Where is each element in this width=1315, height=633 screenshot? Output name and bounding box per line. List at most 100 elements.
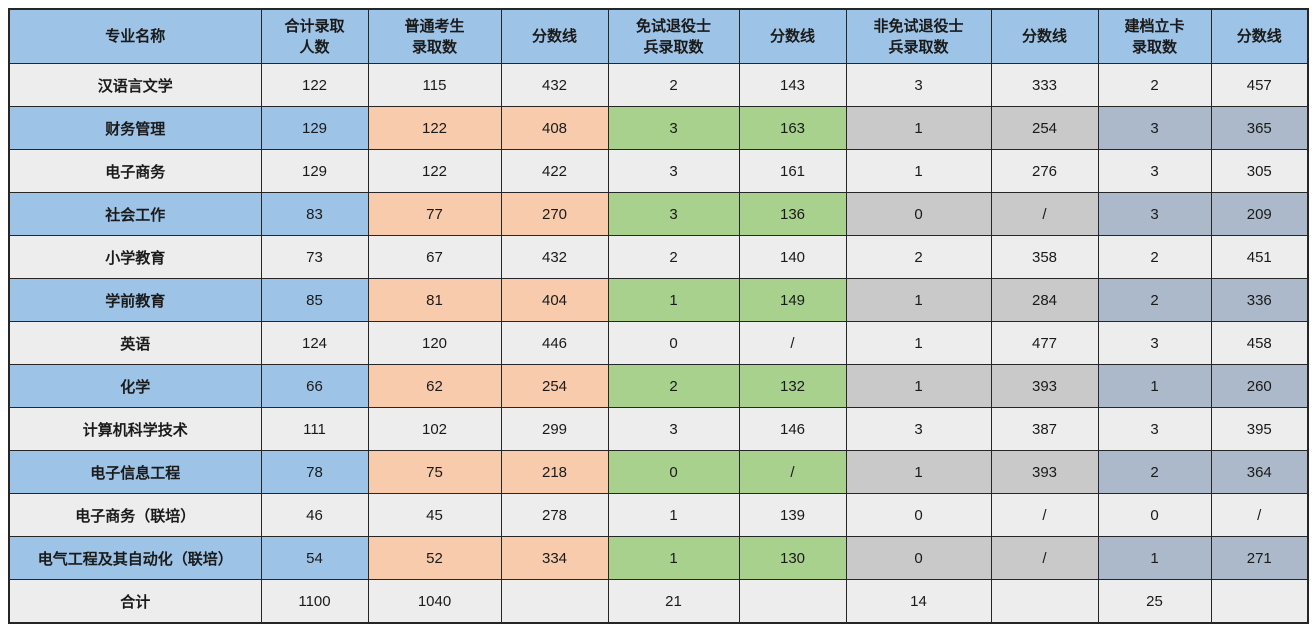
value-cell: 3 bbox=[1097, 192, 1212, 236]
value-cell: 3 bbox=[607, 106, 740, 150]
value-cell: 124 bbox=[260, 321, 369, 365]
admissions-table: 专业名称 合计录取 人数 普通考生 录取数 分数线 免试退役士 兵录取数 分数线… bbox=[8, 8, 1309, 624]
header-nonexempt-veteran: 非免试退役士 兵录取数 bbox=[845, 8, 992, 64]
header-score-line-1: 分数线 bbox=[500, 8, 609, 64]
value-cell: 132 bbox=[738, 364, 847, 408]
value-cell: 102 bbox=[367, 407, 502, 451]
value-cell: 52 bbox=[367, 536, 502, 580]
value-cell: 3 bbox=[1097, 149, 1212, 193]
header-score-line-2: 分数线 bbox=[738, 8, 847, 64]
value-cell: 120 bbox=[367, 321, 502, 365]
value-cell: 115 bbox=[367, 63, 502, 107]
value-cell: 218 bbox=[500, 450, 609, 494]
value-cell: 358 bbox=[990, 235, 1099, 279]
value-cell: 271 bbox=[1210, 536, 1309, 580]
value-cell: 1 bbox=[1097, 364, 1212, 408]
table-row: 社会工作 83 77 270 3 136 0/3 209 bbox=[8, 192, 1309, 236]
value-cell: 387 bbox=[990, 407, 1099, 451]
value-cell: 336 bbox=[1210, 278, 1309, 322]
header-score-line-3: 分数线 bbox=[990, 8, 1099, 64]
table-row: 小学教育 73 67 432 2 140 2 358 2 451 bbox=[8, 235, 1309, 279]
value-cell: 77 bbox=[367, 192, 502, 236]
value-cell: 83 bbox=[260, 192, 369, 236]
value-cell: 111 bbox=[260, 407, 369, 451]
value-cell: 146 bbox=[738, 407, 847, 451]
value-cell: 458 bbox=[1210, 321, 1309, 365]
major-name-cell: 学前教育 bbox=[8, 278, 262, 322]
header-major-name: 专业名称 bbox=[8, 8, 262, 64]
value-cell: 54 bbox=[260, 536, 369, 580]
value-cell: 2 bbox=[1097, 278, 1212, 322]
value-cell: 276 bbox=[990, 149, 1099, 193]
value-cell: 393 bbox=[990, 364, 1099, 408]
value-cell: 3 bbox=[1097, 106, 1212, 150]
table-body: 汉语言文学 122 115 432 2 143 3 333 2 457 财务管理 129 122 408 3… bbox=[8, 63, 1309, 624]
major-name-cell: 计算机科学技术 bbox=[8, 407, 262, 451]
value-cell: 432 bbox=[500, 235, 609, 279]
value-cell: 149 bbox=[738, 278, 847, 322]
value-cell: 3 bbox=[1097, 407, 1212, 451]
value-cell: / bbox=[990, 536, 1099, 580]
major-name-cell: 化学 bbox=[8, 364, 262, 408]
value-cell: 1 bbox=[607, 278, 740, 322]
value-cell: 14 bbox=[845, 579, 992, 624]
value-cell: 2 bbox=[607, 235, 740, 279]
value-cell: 3 bbox=[607, 192, 740, 236]
value-cell: 395 bbox=[1210, 407, 1309, 451]
value-cell: 2 bbox=[1097, 235, 1212, 279]
value-cell: 404 bbox=[500, 278, 609, 322]
value-cell: 3 bbox=[607, 407, 740, 451]
table-row: 化学 66 62 254 2 132 1 393 1 260 bbox=[8, 364, 1309, 408]
value-cell: 2 bbox=[845, 235, 992, 279]
value-cell: 140 bbox=[738, 235, 847, 279]
value-cell: 457 bbox=[1210, 63, 1309, 107]
value-cell: 365 bbox=[1210, 106, 1309, 150]
value-cell: 1 bbox=[607, 493, 740, 537]
value-cell: 1 bbox=[607, 536, 740, 580]
value-cell: 451 bbox=[1210, 235, 1309, 279]
major-name-cell: 财务管理 bbox=[8, 106, 262, 150]
value-cell: 1 bbox=[845, 450, 992, 494]
value-cell: 21 bbox=[607, 579, 740, 624]
value-cell: 3 bbox=[607, 149, 740, 193]
total-row: 合计 1100 1040 21 14 25 bbox=[8, 579, 1309, 624]
value-cell: 0 bbox=[1097, 493, 1212, 537]
table-row: 电气工程及其自动化（联培） 54 52 334 1 130 0/1 271 bbox=[8, 536, 1309, 580]
value-cell: 78 bbox=[260, 450, 369, 494]
value-cell: 0 bbox=[607, 321, 740, 365]
table-row: 电子商务（联培） 46 45 278 1 139 0/0/ bbox=[8, 493, 1309, 537]
value-cell: 73 bbox=[260, 235, 369, 279]
value-cell: 254 bbox=[500, 364, 609, 408]
value-cell bbox=[500, 579, 609, 624]
value-cell: 3 bbox=[845, 63, 992, 107]
table-row: 计算机科学技术 111 102 299 3 146 3 387 3 395 bbox=[8, 407, 1309, 451]
value-cell: 278 bbox=[500, 493, 609, 537]
table-row: 汉语言文学 122 115 432 2 143 3 333 2 457 bbox=[8, 63, 1309, 107]
value-cell: 432 bbox=[500, 63, 609, 107]
value-cell: 1 bbox=[1097, 536, 1212, 580]
value-cell: 122 bbox=[367, 149, 502, 193]
value-cell: 161 bbox=[738, 149, 847, 193]
table-row: 财务管理 129 122 408 3 163 1 254 3 365 bbox=[8, 106, 1309, 150]
major-name-cell: 电子商务 bbox=[8, 149, 262, 193]
major-name-cell: 小学教育 bbox=[8, 235, 262, 279]
value-cell: 1100 bbox=[260, 579, 369, 624]
value-cell: 139 bbox=[738, 493, 847, 537]
value-cell: 67 bbox=[367, 235, 502, 279]
major-name-cell: 电子信息工程 bbox=[8, 450, 262, 494]
value-cell bbox=[738, 579, 847, 624]
value-cell: 1 bbox=[845, 364, 992, 408]
value-cell: 1 bbox=[845, 149, 992, 193]
value-cell: 25 bbox=[1097, 579, 1212, 624]
value-cell bbox=[990, 579, 1099, 624]
major-name-cell: 汉语言文学 bbox=[8, 63, 262, 107]
value-cell: / bbox=[990, 192, 1099, 236]
value-cell: 1 bbox=[845, 321, 992, 365]
admissions-table-container: 专业名称 合计录取 人数 普通考生 录取数 分数线 免试退役士 兵录取数 分数线… bbox=[8, 8, 1309, 624]
header-poverty-card: 建档立卡 录取数 bbox=[1097, 8, 1212, 64]
header-exempt-veteran: 免试退役士 兵录取数 bbox=[607, 8, 740, 64]
major-name-cell: 英语 bbox=[8, 321, 262, 365]
value-cell: 0 bbox=[845, 536, 992, 580]
header-score-line-4: 分数线 bbox=[1210, 8, 1309, 64]
value-cell: 46 bbox=[260, 493, 369, 537]
